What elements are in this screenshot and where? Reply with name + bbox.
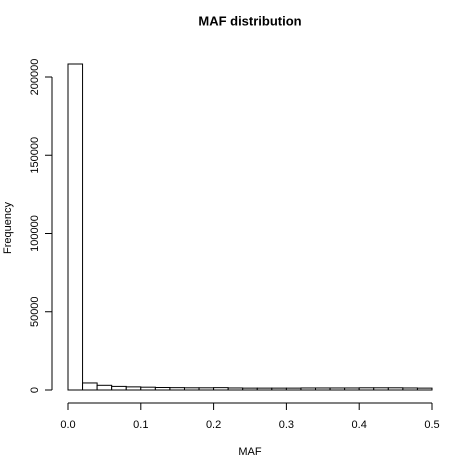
bar xyxy=(387,387,404,391)
bar xyxy=(329,387,346,391)
bar xyxy=(154,386,171,391)
x-axis-label: MAF xyxy=(238,446,262,458)
bar xyxy=(183,387,200,391)
bar xyxy=(96,384,113,391)
y-axis-label: Frequency xyxy=(2,202,14,254)
bar xyxy=(358,387,375,391)
bar xyxy=(285,387,302,391)
bar xyxy=(416,387,433,391)
bar xyxy=(271,387,287,391)
chart-title: MAF distribution xyxy=(198,13,301,28)
bar xyxy=(198,387,215,391)
bar xyxy=(227,387,244,391)
bar xyxy=(300,387,317,391)
bar xyxy=(344,387,360,391)
y-tick-label: 0 xyxy=(29,387,41,393)
bar xyxy=(140,386,156,391)
x-tick-label: 0.0 xyxy=(60,419,75,431)
y-tick-label: 100000 xyxy=(29,215,41,252)
x-tick-label: 0.1 xyxy=(133,419,148,431)
x-tick-label: 0.5 xyxy=(424,419,439,431)
y-tick-label: 200000 xyxy=(29,59,41,96)
bar xyxy=(242,387,258,391)
bar xyxy=(67,63,84,391)
x-tick-label: 0.2 xyxy=(206,419,221,431)
bar xyxy=(82,382,98,391)
bar xyxy=(315,387,331,391)
bar xyxy=(169,387,185,391)
x-tick-label: 0.3 xyxy=(279,419,294,431)
bar xyxy=(373,387,389,391)
bar xyxy=(125,386,142,391)
bar xyxy=(213,387,229,391)
y-tick-label: 150000 xyxy=(29,137,41,174)
bar xyxy=(111,385,127,391)
bar xyxy=(256,387,273,391)
y-tick-label: 50000 xyxy=(29,296,41,327)
bar xyxy=(402,387,418,391)
x-tick-label: 0.4 xyxy=(352,419,367,431)
